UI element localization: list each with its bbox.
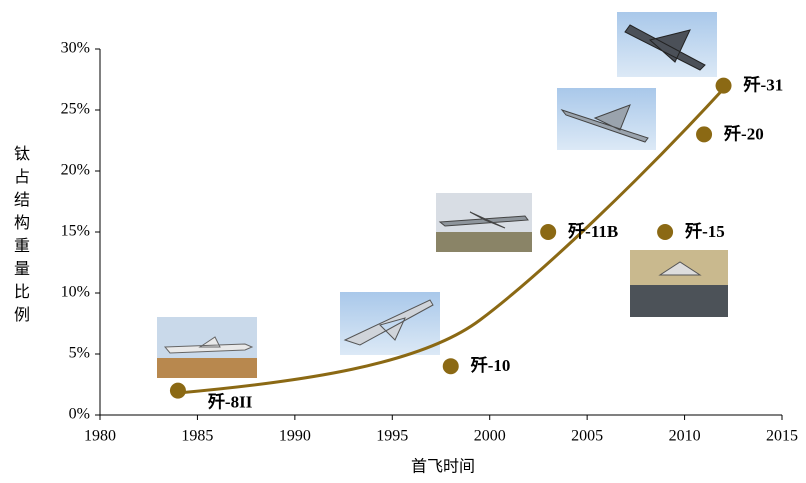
point <box>715 77 732 94</box>
x-tick-label: 2010 <box>669 428 701 445</box>
y-tick-label: 30% <box>61 40 90 57</box>
photo-j11b <box>436 193 532 252</box>
y-tick-label: 20% <box>61 162 90 179</box>
trend-curve <box>177 83 729 395</box>
point <box>169 382 186 399</box>
x-tick-label: 2000 <box>474 428 506 445</box>
point <box>696 126 713 143</box>
y-tick-label: 10% <box>61 284 90 301</box>
x-tick-label: 2015 <box>766 428 798 445</box>
x-tick-label: 1995 <box>376 428 408 445</box>
point-label: 歼-8II <box>207 393 253 412</box>
point-label: 歼-10 <box>470 356 511 375</box>
point <box>442 358 459 375</box>
point-label: 歼-15 <box>684 222 725 241</box>
point <box>657 224 674 240</box>
photo-j10 <box>340 292 440 355</box>
photo-j8 <box>157 317 257 378</box>
point-label: 歼-31 <box>743 76 784 95</box>
photo-j31 <box>617 12 717 77</box>
point-label: 歼-11B <box>567 222 618 241</box>
x-tick-label: 2005 <box>571 428 603 445</box>
x-tick-label: 1985 <box>181 428 213 445</box>
x-tick-label: 1990 <box>279 428 311 445</box>
photo-j20 <box>557 88 656 150</box>
y-tick-label: 5% <box>69 345 90 362</box>
y-tick-label: 25% <box>61 101 90 118</box>
point-label: 歼-20 <box>723 124 764 143</box>
y-tick-label: 0% <box>69 406 90 423</box>
y-tick-label: 15% <box>61 223 90 240</box>
y-axis-label-text: 钛占结构重量比例 <box>14 145 30 324</box>
photos <box>157 12 728 378</box>
x-tick-label: 1980 <box>84 428 116 445</box>
y-axis-label: 钛占结构重量比例 <box>14 145 30 324</box>
point <box>540 224 557 240</box>
photo-j15 <box>630 250 728 317</box>
x-axis-label: 首飞时间 <box>411 458 475 476</box>
